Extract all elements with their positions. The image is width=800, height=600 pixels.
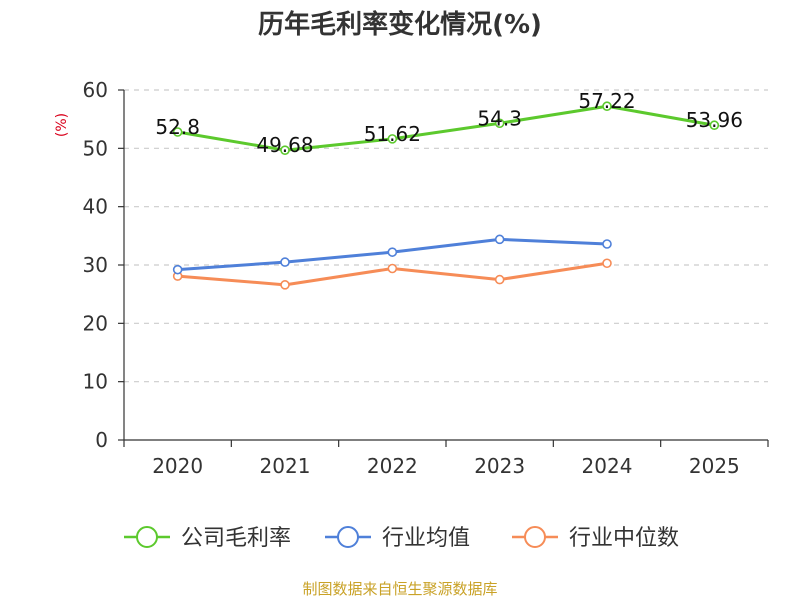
data-label-2023: 54.3 [477,106,522,130]
data-point-0-2024[interactable] [602,101,612,112]
data-label-2025: 53.96 [686,108,743,132]
legend-item-0[interactable]: 公司毛利率 [124,526,291,551]
data-label-2020: 52.8 [155,115,200,139]
x-tick-label-2020: 2020 [152,454,203,478]
data-point-2-2023[interactable] [494,274,505,285]
legend-label: 公司毛利率 [181,526,291,551]
chart-title: 历年毛利率变化情况(%) [258,9,542,40]
y-tick-label-0: 0 [95,428,108,452]
data-point-0-2020[interactable] [172,127,183,137]
series-group [172,101,720,290]
x-tick-label-2025: 2025 [689,454,740,478]
x-tick-label-2021: 2021 [260,454,311,478]
series-line-0 [177,104,715,152]
y-axis-unit-label: (%) [54,113,70,137]
y-tick-label-40: 40 [83,195,108,219]
y-tick-label-60: 60 [83,78,108,102]
data-label-2022: 51.62 [364,122,421,146]
data-point-1-2024[interactable] [602,239,612,249]
legend-label: 行业均值 [382,526,470,551]
source-note: 制图数据来自恒生聚源数据库 [302,580,497,598]
x-tick-label-2024: 2024 [582,454,633,478]
data-point-1-2021[interactable] [280,257,290,267]
axes: 0 10 20 30 40 50 60 2020 2021 2022 2023 2024 2025 [83,78,769,478]
y-tick-label-50: 50 [83,136,108,160]
data-label-2021: 49.68 [256,133,313,157]
data-point-0-2022[interactable] [387,134,398,144]
data-point-2-2021[interactable] [280,280,290,290]
legend-item-2[interactable]: 行业中位数 [512,526,679,551]
data-point-2-2024[interactable] [602,258,612,269]
legend[interactable]: 公司毛利率 行业均值 行业中位数 [124,526,679,551]
data-point-0-2021[interactable] [280,145,290,155]
legend-label: 行业中位数 [569,526,679,551]
data-point-0-2023[interactable] [494,118,505,129]
legend-item-1[interactable]: 行业均值 [325,526,470,551]
data-point-1-2023[interactable] [494,234,505,245]
y-tick-label-10: 10 [83,370,108,394]
data-label-2024: 57.22 [578,89,635,113]
y-tick-label-20: 20 [83,311,108,335]
legend-marker-icon [524,526,546,548]
data-point-2-2022[interactable] [387,263,398,274]
data-point-0-2025[interactable] [709,120,720,131]
series-1 [172,234,612,275]
series-2 [172,258,612,290]
data-point-1-2022[interactable] [387,247,398,257]
data-labels: 52.8 49.68 51.62 54.3 57.22 53.96 [155,89,743,157]
series-0 [172,101,720,155]
legend-marker-icon [136,526,158,548]
data-point-1-2020[interactable] [172,264,183,275]
legend-marker-icon [337,526,359,548]
grid-lines [124,89,768,383]
x-tick-label-2022: 2022 [367,454,418,478]
x-tick-label-2023: 2023 [474,454,525,478]
y-tick-label-30: 30 [83,253,108,277]
